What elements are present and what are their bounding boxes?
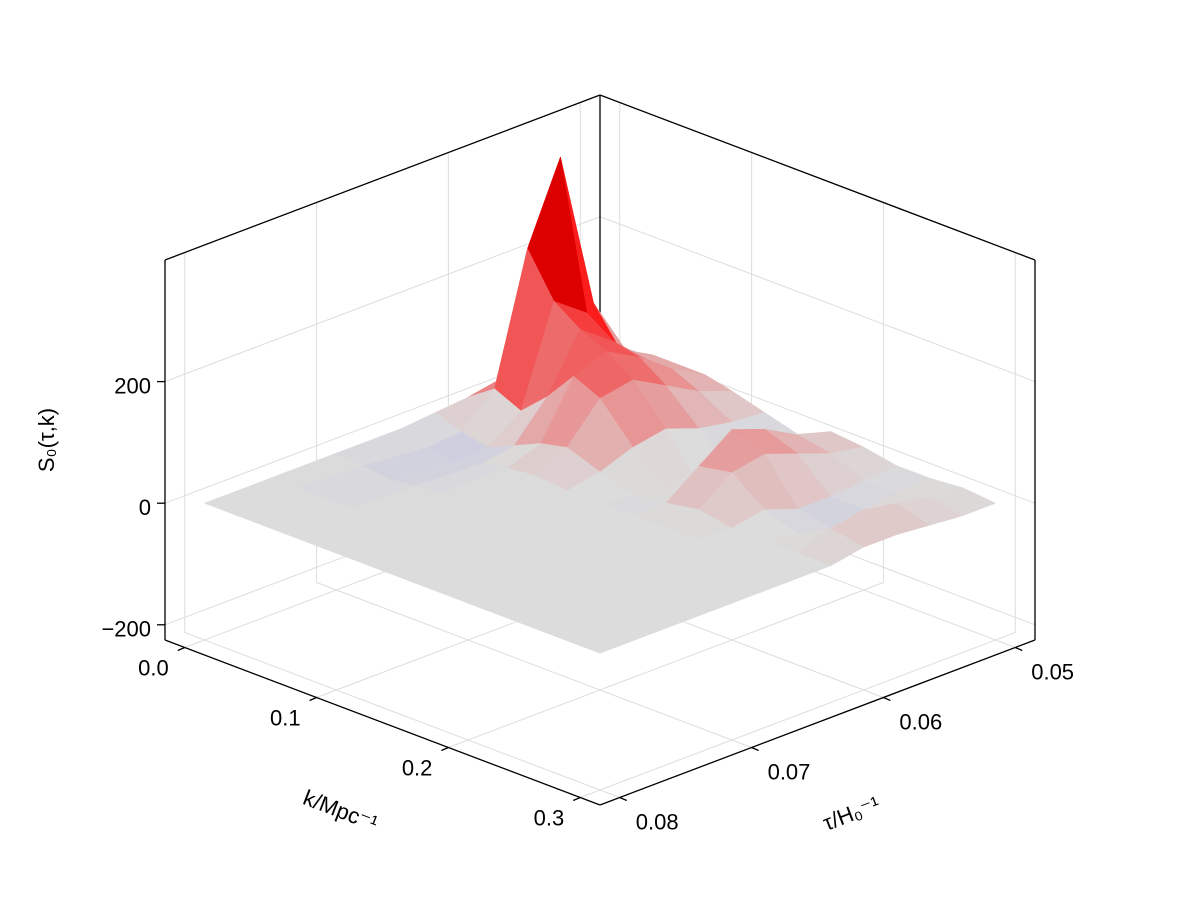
axis-box-edge — [599, 639, 1036, 806]
z-tick-label: −200 — [101, 617, 151, 642]
axis-box-edge — [164, 639, 601, 806]
x-tick — [309, 696, 317, 702]
x-tick-label: 0.1 — [270, 705, 301, 730]
y-axis-title: τ/H₀⁻¹ — [819, 791, 883, 835]
z-tick-label: 200 — [114, 373, 151, 398]
y-tick — [751, 746, 759, 752]
grid-line — [316, 582, 752, 748]
grid-line — [184, 632, 620, 798]
x-axis-title: k/Mpc⁻¹ — [300, 785, 381, 836]
z-tick-label: 0 — [139, 495, 151, 520]
surface-patch — [566, 615, 667, 654]
y-tick — [619, 796, 628, 802]
y-tick — [1014, 646, 1023, 652]
grid-line — [448, 582, 884, 748]
x-tick — [572, 796, 581, 802]
axis-box-edge — [164, 94, 601, 261]
y-tick — [883, 696, 891, 702]
x-tick — [177, 646, 186, 652]
y-tick-label: 0.05 — [1031, 659, 1074, 684]
y-tick-label: 0.07 — [768, 759, 811, 784]
x-tick-label: 0.2 — [402, 755, 433, 780]
axis-box-edge — [599, 94, 1036, 261]
x-tick-label: 0.0 — [138, 655, 169, 680]
grid-line — [580, 632, 1016, 798]
y-tick-label: 0.08 — [636, 809, 679, 834]
x-tick-label: 0.3 — [534, 805, 565, 830]
grid-line — [164, 216, 601, 383]
z-axis-title: S₀(τ,k) — [34, 408, 59, 472]
y-tick-label: 0.06 — [899, 709, 942, 734]
grid-line — [599, 216, 1036, 383]
x-tick — [441, 746, 449, 752]
